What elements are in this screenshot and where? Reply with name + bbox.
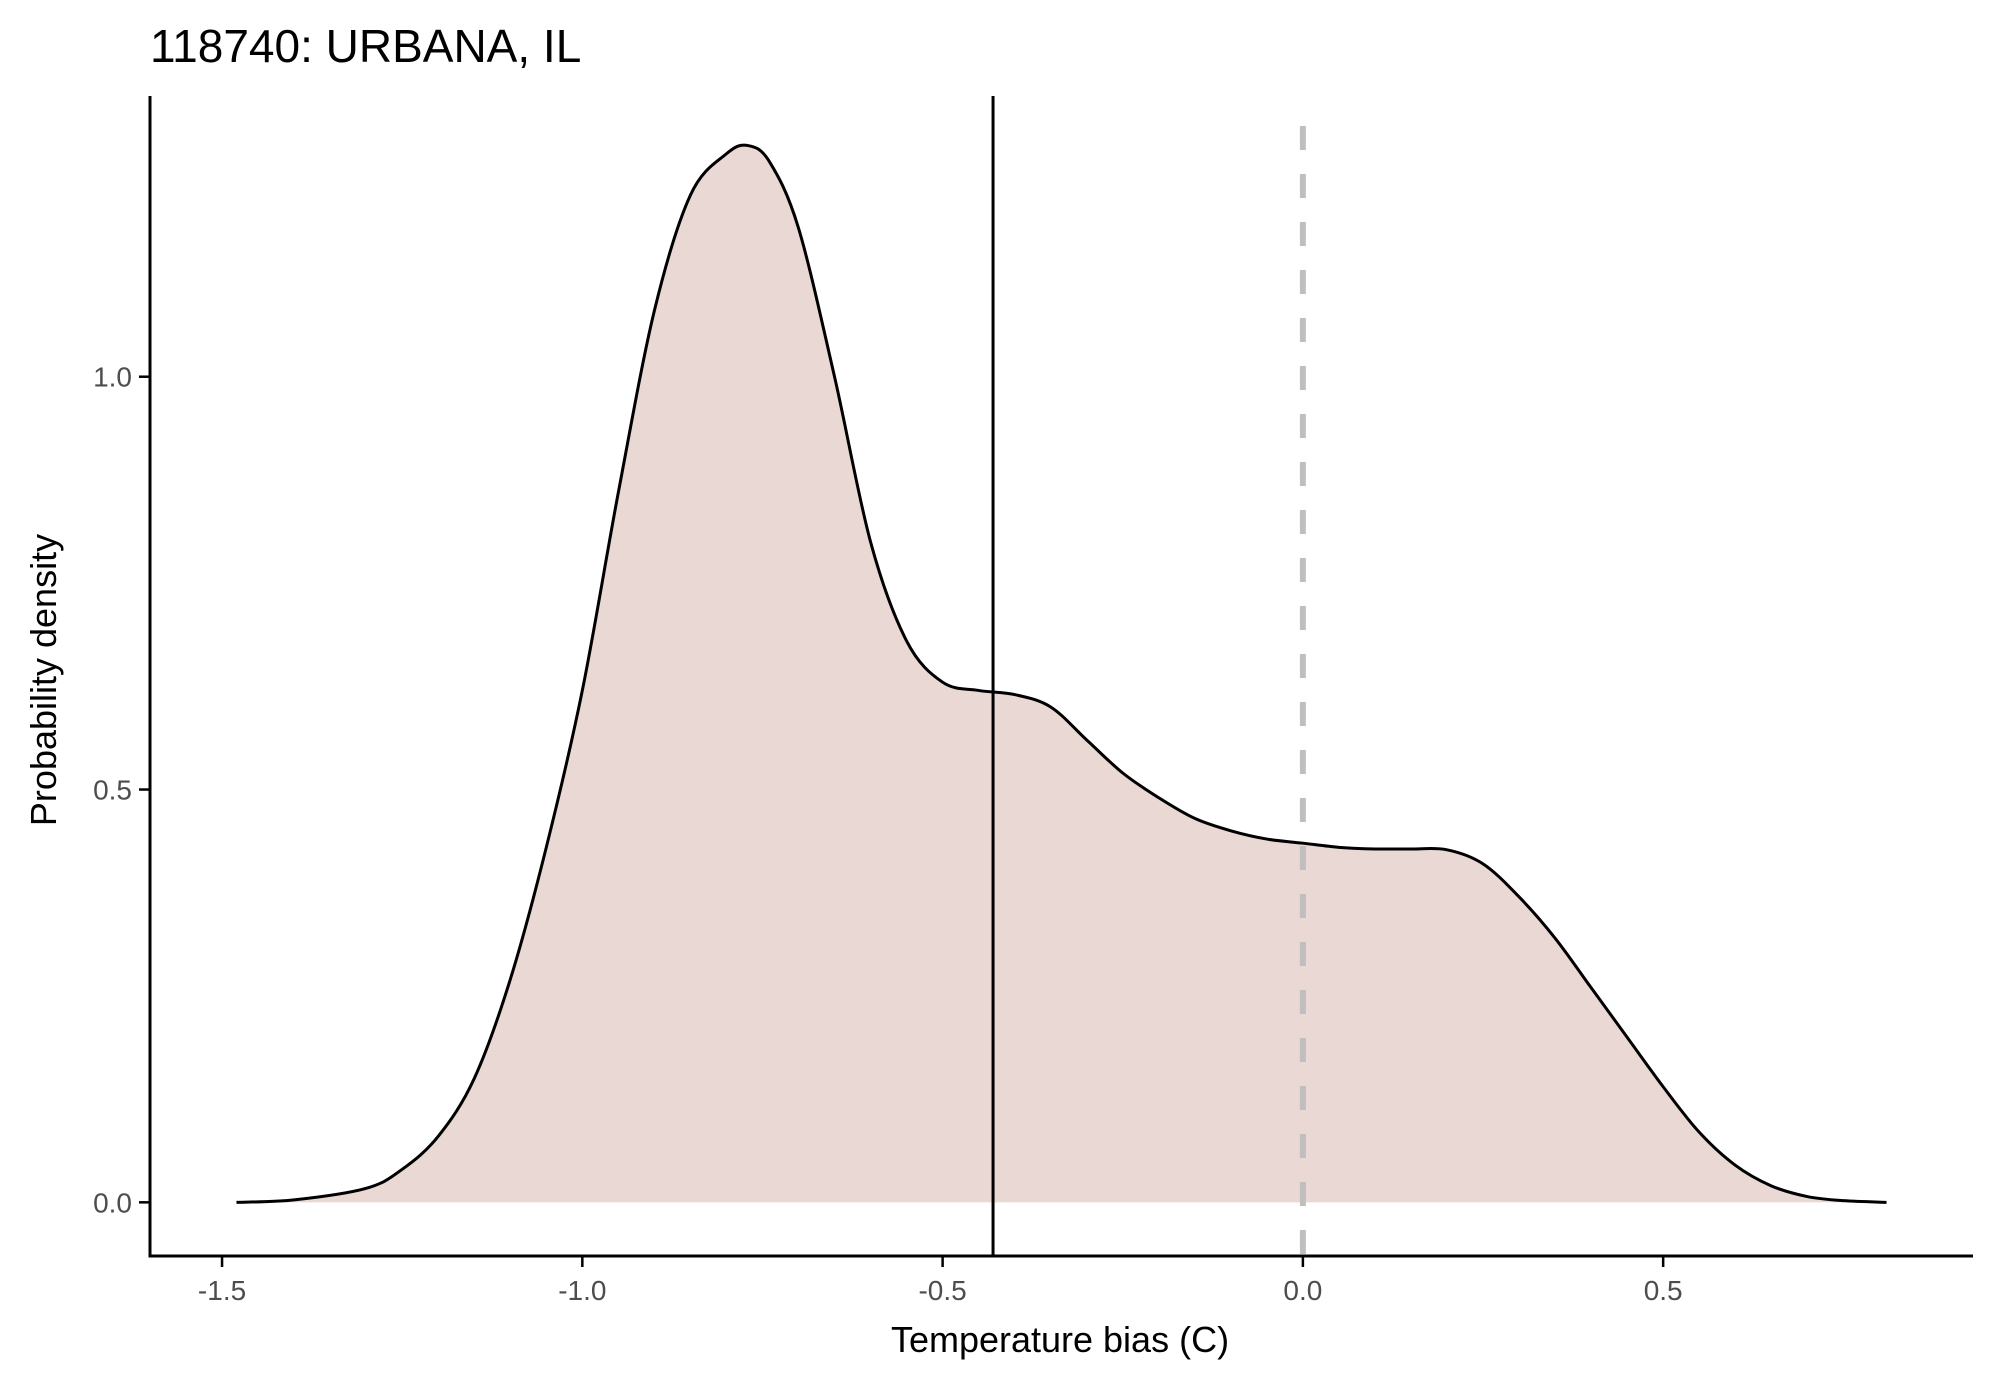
x-tick-label: -1.5 bbox=[198, 1275, 246, 1306]
y-tick-label: 1.0 bbox=[93, 362, 132, 393]
x-tick-label: 0.0 bbox=[1283, 1275, 1322, 1306]
density-line bbox=[236, 143, 1887, 1204]
axes: -1.5 -1.0 -0.5 0.0 0.5 0.0 0.5 1.0 bbox=[93, 96, 1973, 1306]
x-tick-label: 0.5 bbox=[1644, 1275, 1683, 1306]
x-tick-label: -1.0 bbox=[558, 1275, 606, 1306]
x-tick-label: -0.5 bbox=[918, 1275, 966, 1306]
y-tick-label: 0.0 bbox=[93, 1187, 132, 1218]
y-axis-title: Probability density bbox=[23, 534, 64, 826]
chart-title: 118740: URBANA, IL bbox=[150, 20, 581, 72]
y-tick-label: 0.5 bbox=[93, 775, 132, 806]
x-axis-title: Temperature bias (C) bbox=[891, 1319, 1229, 1360]
plot-area bbox=[236, 96, 1887, 1256]
density-area bbox=[236, 145, 1887, 1203]
